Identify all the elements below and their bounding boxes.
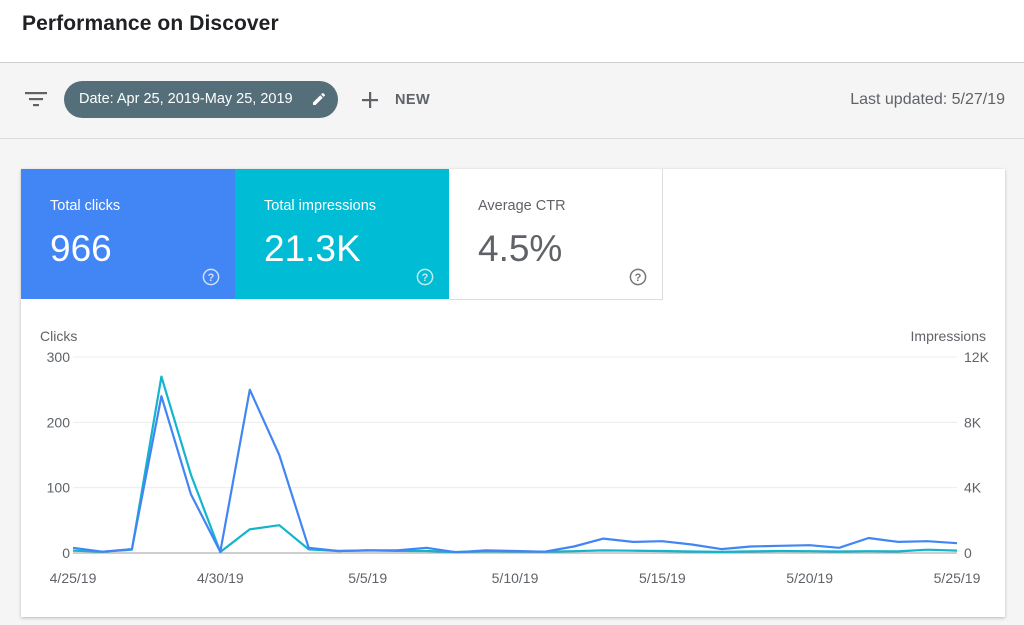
series-line-impressions xyxy=(72,375,958,554)
plus-icon xyxy=(362,92,378,108)
metric-value: 4.5% xyxy=(478,228,563,269)
svg-text:?: ? xyxy=(635,272,642,284)
help-icon[interactable]: ? xyxy=(202,268,220,286)
metric-value: 966 xyxy=(50,228,112,269)
svg-text:?: ? xyxy=(208,272,215,284)
metric-average-ctr[interactable]: Average CTR 4.5% ? xyxy=(449,169,663,300)
filter-button[interactable] xyxy=(22,88,50,110)
page-header: Performance on Discover xyxy=(0,0,1024,63)
performance-card: Total clicks 966 ? Total impressions 21.… xyxy=(21,169,1005,617)
date-filter-chip[interactable]: Date: Apr 25, 2019-May 25, 2019 xyxy=(64,81,338,118)
x-tick-label: 5/15/19 xyxy=(639,570,686,586)
x-tick-label: 4/25/19 xyxy=(50,570,97,586)
y-left-tick-label: 0 xyxy=(62,545,70,561)
svg-text:?: ? xyxy=(422,272,429,284)
y-left-tick-label: 100 xyxy=(47,480,71,496)
y-right-tick-label: 12K xyxy=(964,349,990,365)
new-filter-button[interactable]: NEW xyxy=(360,86,440,114)
metric-label: Total impressions xyxy=(264,198,377,214)
series-line-clicks xyxy=(72,388,958,554)
y-right-tick-label: 8K xyxy=(964,414,982,430)
x-tick-label: 5/5/19 xyxy=(348,570,387,586)
y-right-tick-label: 4K xyxy=(964,480,982,496)
line-chart: 0 100 200 300 0 4K 8K 12K Clicks Impressions 4/25/… xyxy=(40,328,990,586)
metric-total-impressions[interactable]: Total impressions 21.3K ? xyxy=(235,169,449,299)
filter-list-icon xyxy=(25,92,47,107)
metric-label: Average CTR xyxy=(478,198,566,214)
metric-value: 21.3K xyxy=(264,228,361,269)
performance-chart: 0 100 200 300 0 4K 8K 12K Clicks Impressions 4/25/… xyxy=(21,319,1005,609)
y-right-tick-label: 0 xyxy=(964,545,972,561)
y-right-axis-label: Impressions xyxy=(911,328,986,344)
x-tick-label: 5/20/19 xyxy=(786,570,833,586)
x-tick-label: 5/25/19 xyxy=(934,570,981,586)
y-left-tick-label: 200 xyxy=(47,414,71,430)
date-filter-label: Date: Apr 25, 2019-May 25, 2019 xyxy=(79,91,293,107)
y-left-axis-label: Clicks xyxy=(40,328,77,344)
last-updated-text: Last updated: 5/27/19 xyxy=(850,91,1005,108)
page-title: Performance on Discover xyxy=(22,12,279,35)
pencil-icon[interactable] xyxy=(311,91,327,107)
help-icon[interactable]: ? xyxy=(416,268,434,286)
x-tick-label: 5/10/19 xyxy=(492,570,539,586)
metric-total-clicks[interactable]: Total clicks 966 ? xyxy=(21,169,235,299)
x-tick-label: 4/30/19 xyxy=(197,570,244,586)
new-button-label: NEW xyxy=(395,92,431,108)
y-left-tick-label: 300 xyxy=(47,349,71,365)
help-icon[interactable]: ? xyxy=(629,268,647,286)
metric-label: Total clicks xyxy=(50,198,121,214)
